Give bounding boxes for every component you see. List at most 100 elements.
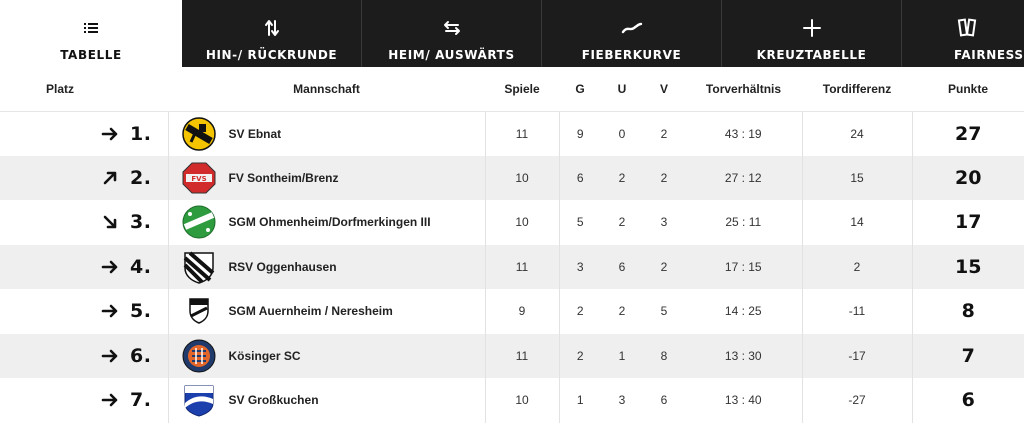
rank-cell: 4.	[0, 244, 169, 289]
col-header-points[interactable]: Punkte	[912, 67, 1024, 112]
team-crest-icon	[181, 116, 216, 151]
goals-cell: 27 : 12	[685, 155, 803, 200]
col-header-lost[interactable]: V	[643, 67, 685, 112]
goals-cell: 17 : 15	[685, 244, 803, 289]
col-header-rank[interactable]: Platz	[0, 67, 168, 112]
team-name[interactable]: SGM Auernheim / Neresheim	[228, 304, 393, 319]
lost-cell: 2	[660, 170, 668, 185]
table-row[interactable]: 5. SGM Auernheim / Neresheim 9 2 2 5 14 …	[0, 289, 1024, 334]
team-cell[interactable]: RSV Oggenhausen	[168, 244, 486, 289]
rank-number: 6.	[130, 344, 152, 367]
arrow-up-right-icon	[103, 171, 117, 185]
col-header-draw[interactable]: U	[601, 67, 643, 112]
table-row[interactable]: 2. FVS FV Sontheim/Brenz 10 6 2 2 27 : 1…	[0, 155, 1024, 201]
rank-number: 1.	[130, 122, 152, 145]
points-cell: 15	[912, 245, 1024, 290]
games-cell: 10	[485, 378, 560, 423]
col-header-goals[interactable]: Torverhältnis	[685, 67, 802, 112]
draw-cell: 6	[618, 259, 626, 274]
arrow-down-right-icon	[103, 215, 117, 229]
col-header-team[interactable]: Mannschaft	[168, 67, 485, 112]
draw-cell: 1	[618, 348, 626, 363]
goals-cell: 13 : 40	[685, 378, 803, 423]
rank-cell: 5.	[0, 289, 169, 334]
tab-label: HIN-/ RÜCKRUNDE	[205, 48, 338, 62]
tab-heim-auswaerts[interactable]: HEIM/ AUSWÄRTS	[362, 0, 542, 67]
diff-cell: -17	[802, 333, 913, 378]
table-row[interactable]: 6. Kösinger SC 11 2 1 8 13 : 30 -17	[0, 333, 1024, 378]
tab-fairness[interactable]: FAIRNESS	[902, 0, 1024, 67]
won-cell: 1	[576, 393, 584, 408]
points-value: 17	[955, 211, 982, 234]
rank-number: 4.	[130, 255, 152, 278]
team-crest-icon	[183, 251, 214, 284]
games-cell: 11	[485, 333, 560, 378]
tab-label: HEIM/ AUSWÄRTS	[388, 48, 515, 62]
lost-cell: 8	[660, 348, 668, 363]
team-name[interactable]: FV Sontheim/Brenz	[228, 170, 339, 185]
standings-table: Platz Mannschaft Spiele G U V Torverhält…	[0, 67, 1024, 423]
team-cell[interactable]: Kösinger SC	[168, 333, 486, 378]
col-header-won[interactable]: G	[559, 67, 601, 112]
won-cell: 5	[576, 215, 584, 230]
team-cell[interactable]: FVS FV Sontheim/Brenz	[168, 155, 486, 200]
team-crest-icon	[182, 339, 215, 373]
team-cell[interactable]: SV Ebnat	[168, 111, 486, 156]
goals-cell: 14 : 25	[685, 289, 803, 334]
team-cell[interactable]: SV Großkuchen	[168, 378, 486, 423]
team-name[interactable]: SGM Ohmenheim/Dorfmerkingen III	[228, 215, 431, 230]
points-value: 20	[955, 166, 982, 189]
cards-icon	[954, 14, 982, 42]
draw-cell: 0	[618, 126, 626, 141]
rank-cell: 6.	[0, 333, 169, 378]
tab-fieberkurve[interactable]: FIEBERKURVE	[542, 0, 722, 67]
points-value: 15	[955, 255, 982, 278]
plus-icon	[802, 14, 821, 42]
won-cell: 9	[576, 126, 584, 141]
won-cell: 6	[576, 170, 584, 185]
arrow-right-icon	[101, 393, 118, 407]
team-cell[interactable]: SGM Ohmenheim/Dorfmerkingen III	[168, 200, 486, 245]
tab-hin-rueckrunde[interactable]: HIN-/ RÜCKRUNDE	[182, 0, 362, 67]
arrow-right-icon	[101, 304, 118, 318]
table-row[interactable]: 3. SGM Ohmenheim/Dorfmerkingen III 10 5 …	[0, 200, 1024, 245]
list-icon	[84, 14, 98, 42]
team-crest-icon: FVS	[182, 162, 215, 194]
rank-number: 3.	[130, 211, 152, 234]
points-cell: 8	[912, 289, 1024, 334]
table-row[interactable]: 4. RSV Oggenhausen 11 3 6 2 17 : 15 2	[0, 244, 1024, 290]
table-row[interactable]: 1. SV Ebnat 11 9 0 2 43 : 19 24 27	[0, 111, 1024, 156]
col-header-diff[interactable]: Tordifferenz	[802, 67, 912, 112]
points-cell: 17	[912, 200, 1024, 245]
team-cell[interactable]: SGM Auernheim / Neresheim	[168, 289, 486, 334]
points-value: 8	[961, 300, 975, 323]
points-value: 27	[955, 122, 982, 145]
points-cell: 20	[912, 156, 1024, 201]
tab-label: TABELLE	[60, 48, 122, 62]
games-cell: 10	[485, 200, 560, 245]
games-cell: 11	[485, 111, 560, 156]
tab-tabelle[interactable]: TABELLE	[0, 0, 182, 67]
diff-cell: 2	[802, 244, 913, 289]
draw-cell: 2	[618, 170, 626, 185]
team-name[interactable]: SV Großkuchen	[228, 393, 319, 408]
arrow-right-icon	[101, 349, 118, 363]
table-header-row: Platz Mannschaft Spiele G U V Torverhält…	[0, 67, 1024, 112]
team-name[interactable]: Kösinger SC	[228, 348, 301, 363]
won-cell: 2	[576, 304, 584, 319]
tab-kreuztabelle[interactable]: KREUZTABELLE	[722, 0, 902, 67]
trend-line-icon	[621, 14, 643, 42]
table-row[interactable]: 7. SV Großkuchen 10 1 3 6 13 : 40 -27 6	[0, 378, 1024, 423]
diff-cell: 24	[802, 111, 913, 156]
lost-cell: 5	[660, 304, 668, 319]
team-name[interactable]: RSV Oggenhausen	[228, 259, 337, 274]
col-header-games[interactable]: Spiele	[485, 67, 559, 112]
diff-cell: 14	[802, 200, 913, 245]
tab-label: FAIRNESS	[954, 48, 1024, 62]
diff-cell: 15	[802, 155, 913, 200]
tab-bar: TABELLE HIN-/ RÜCKRUNDE HEIM/ AUSWÄRTS F…	[0, 0, 1024, 67]
rank-cell: 3.	[0, 200, 169, 245]
lost-cell: 2	[660, 126, 668, 141]
team-name[interactable]: SV Ebnat	[228, 126, 282, 141]
swap-vertical-icon	[264, 14, 280, 42]
